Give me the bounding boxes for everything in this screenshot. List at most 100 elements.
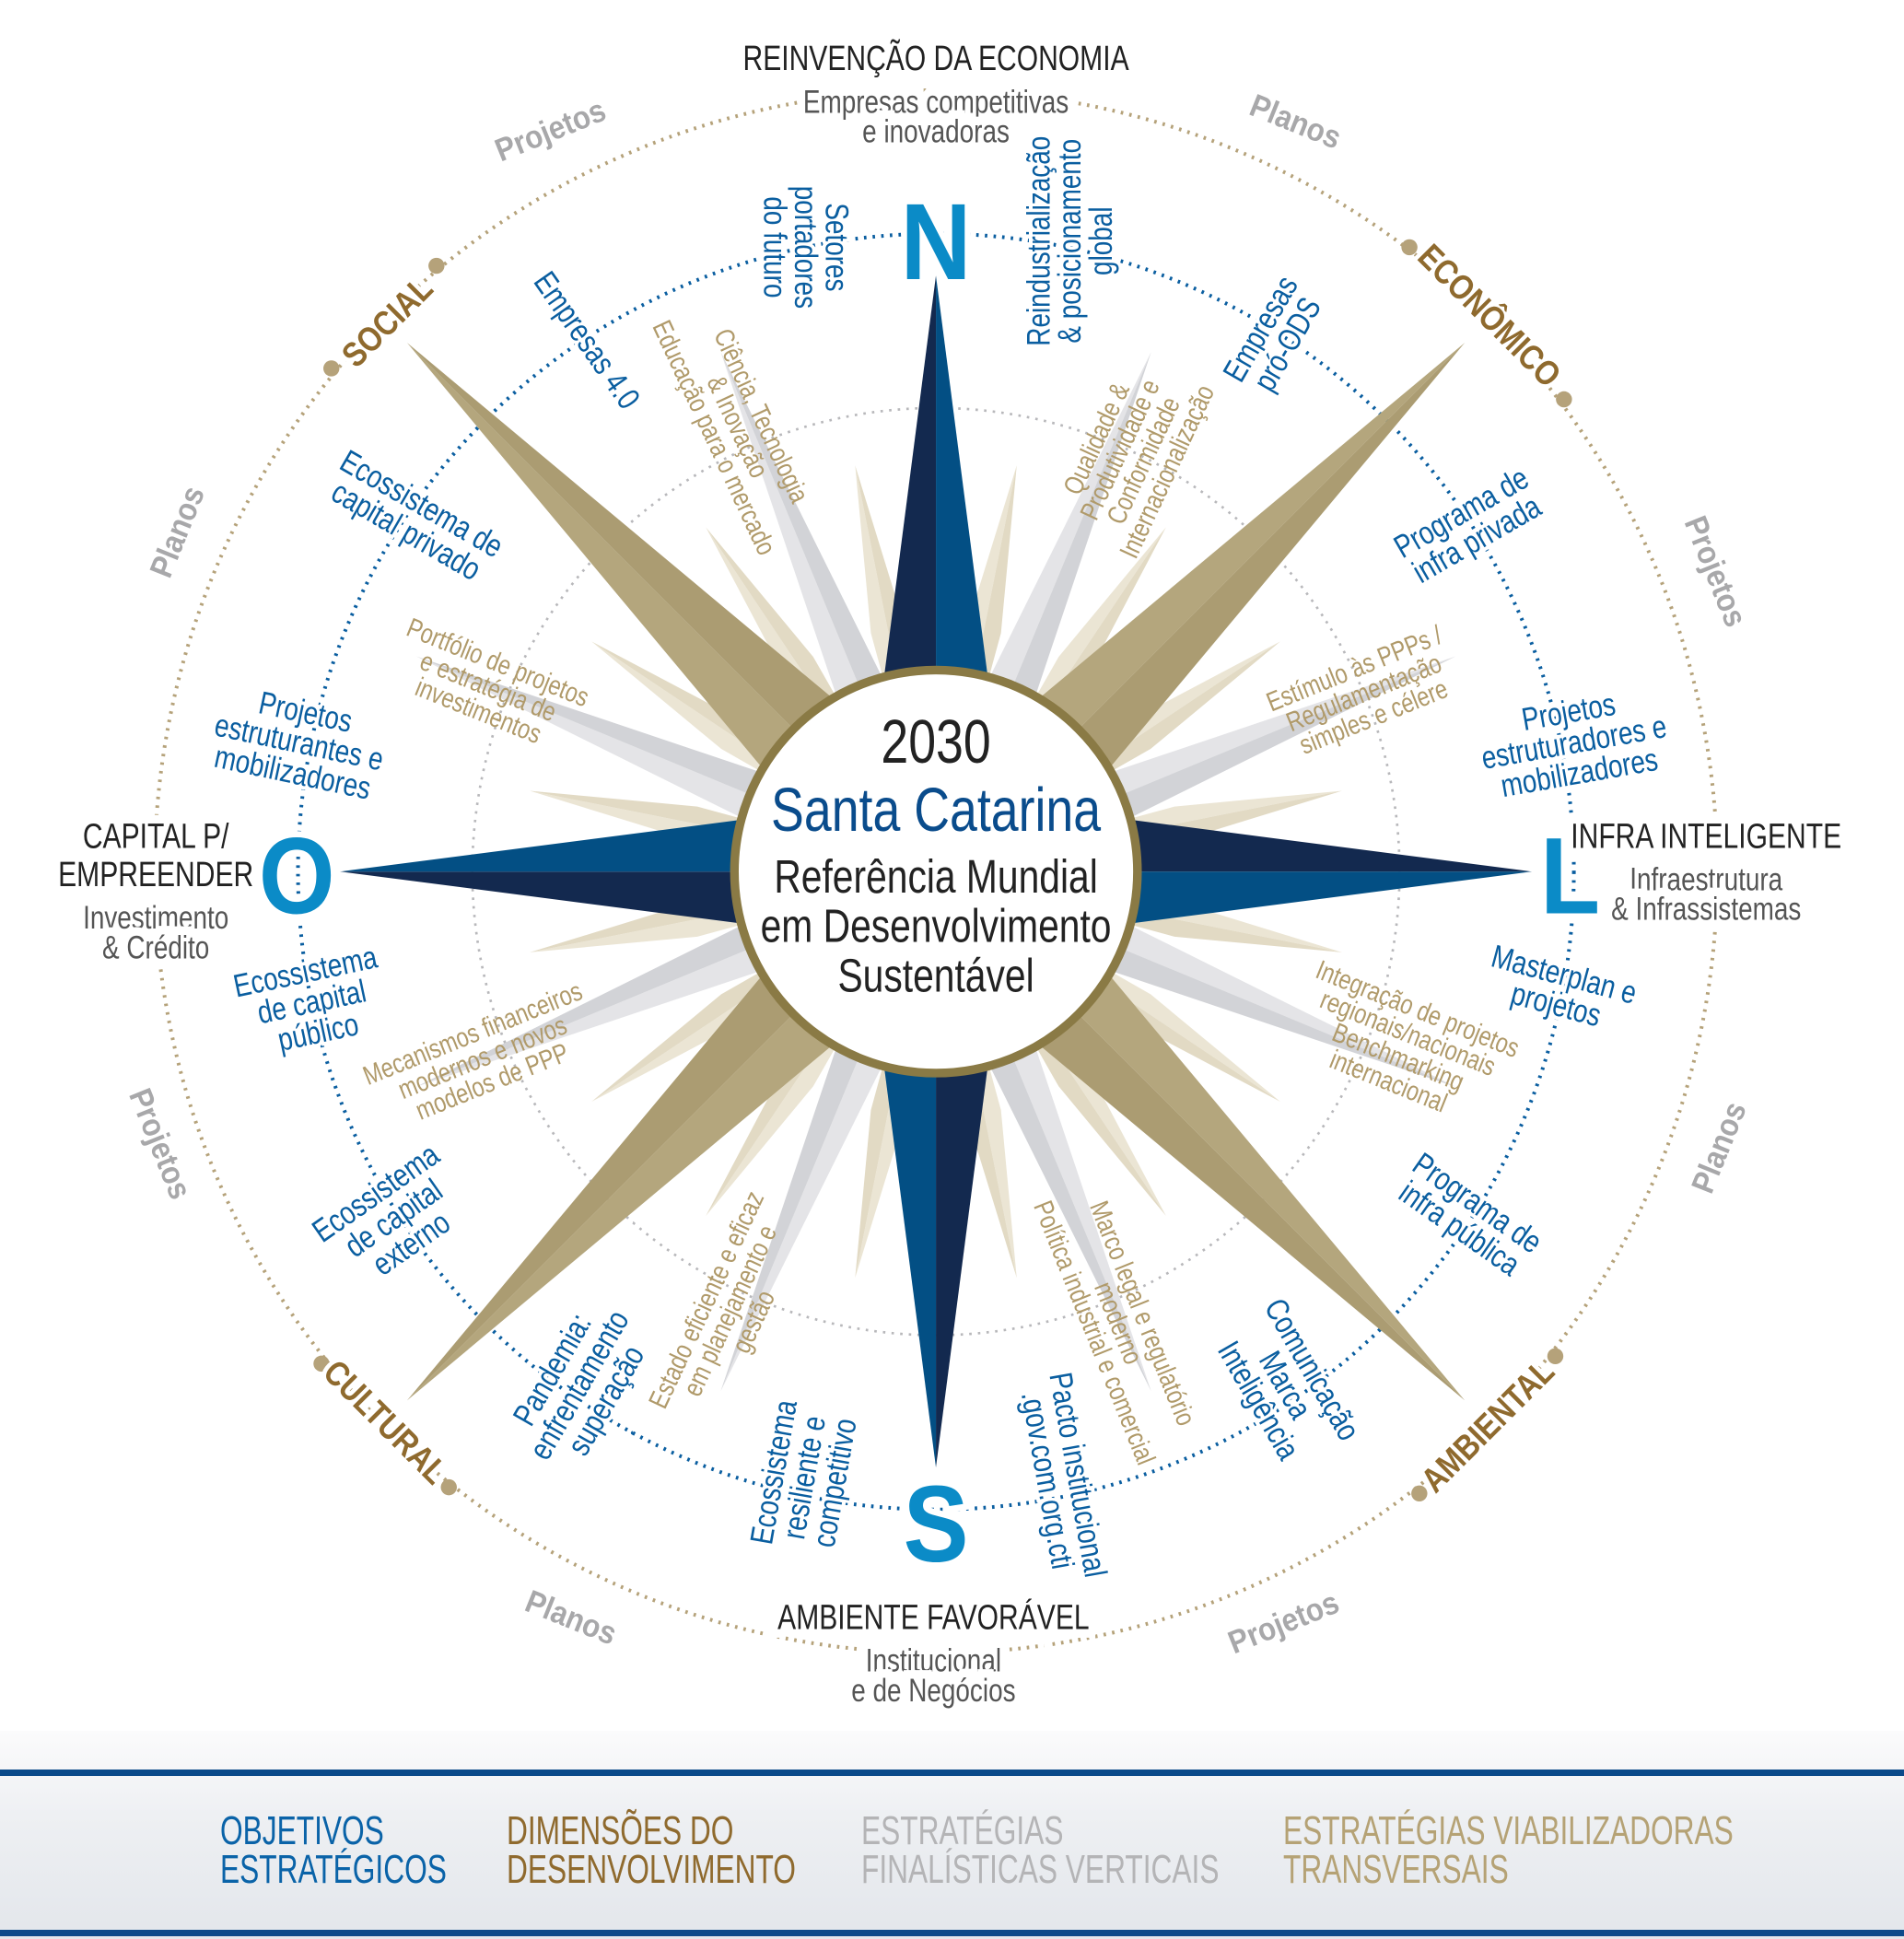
objective-label: Projetosestruturantes emobilizadores <box>205 676 393 810</box>
text-line: S <box>904 1463 969 1584</box>
objective-label-text: Empresaspró-ODS <box>1215 269 1331 403</box>
gray-point-right <box>720 352 937 872</box>
axis-north-subtitle-text: Empresas competitivas e inovadoras <box>803 83 1069 149</box>
objective-label-text: Programa deinfra privada <box>1387 459 1549 591</box>
objective-label: Programa deinfra pública <box>1388 1142 1552 1287</box>
text-line: Reindustrialização <box>1021 136 1057 346</box>
ring-label-planos: Planos <box>139 476 217 587</box>
ring-label-planos-text: Planos <box>144 482 213 583</box>
text-line: Setores <box>819 203 856 291</box>
minor-point-right <box>706 871 937 1217</box>
center-disc: 2030 Santa Catarina Referência Mundial e… <box>730 665 1142 1078</box>
cardinal-O: O <box>252 809 340 942</box>
cardinal-N-text: N <box>901 181 972 302</box>
objective-label: Programa deinfra privada <box>1384 456 1550 593</box>
text-line: Projetos <box>122 1083 198 1204</box>
text-line: Planos <box>520 1583 622 1653</box>
objective-label: Masterplan eprojetos <box>1485 934 1644 1037</box>
legend-line: ESTRATÉGICOS <box>220 1847 447 1892</box>
objective-label-text: Ecossistemade capitalpúblico <box>230 938 393 1064</box>
objective-label: Ecossistema decapital privado <box>319 438 513 591</box>
ring-label-projetos: Projetos <box>485 88 615 173</box>
ring-dot <box>440 1478 457 1496</box>
objective-label-text: Ecossistemaresiliente ecompetitivo <box>742 1396 865 1558</box>
ring-label-projetos: Projetos <box>117 1079 203 1209</box>
objective-label-text: Pacto institucional.gov.com.org.cti <box>1012 1370 1115 1585</box>
ring-dot <box>323 360 340 377</box>
legend-dimensoes: DIMENSÕES DO DESENVOLVIMENTO <box>507 1808 796 1892</box>
ring-label-planos-text: Planos <box>1244 88 1346 157</box>
footer-bottom-line <box>0 1930 1904 1936</box>
objective-label: Empresaspró-ODS <box>1212 266 1332 403</box>
text-line: Infraestrutura <box>1629 860 1782 897</box>
ring-dot <box>428 257 445 274</box>
outer-ring <box>152 88 1720 1655</box>
legend-estrategias-viabilizadoras: ESTRATÉGIAS VIABILIZADORAS TRANSVERSAIS <box>1283 1808 1734 1890</box>
minor-point-right <box>591 641 937 872</box>
text-line: N <box>901 181 972 302</box>
text-line: O <box>259 814 335 936</box>
objective-label-text: Setoresportadoresdo futuro <box>757 186 856 309</box>
text-line: Empresas 4.0 <box>527 264 648 415</box>
objective-label: Ecossistemaresiliente ecompetitivo <box>740 1394 867 1558</box>
text-line: Planos <box>1244 88 1346 157</box>
objective-label-text: Programa deinfra pública <box>1388 1145 1548 1286</box>
objective-label-text: Projetosestruturantes emobilizadores <box>205 676 393 808</box>
text-line: e inovadoras <box>862 112 1010 149</box>
text-line: & Crédito <box>102 929 209 965</box>
center-line-1: Referência Mundial <box>774 850 1097 903</box>
objective-label: Reindustrialização& posicionamentoglobal <box>1017 133 1122 349</box>
ring-dot <box>1411 1485 1428 1502</box>
text-line: global <box>1082 206 1119 274</box>
legend-footer: OBJETIVOS ESTRATÉGICOS DIMENSÕES DO DESE… <box>0 1731 1904 1939</box>
axis-west-subtitle: Investimento & Crédito <box>76 892 237 974</box>
text-line: Planos <box>144 482 213 583</box>
objective-label: Ecossistemade capitalexterno <box>302 1132 460 1286</box>
objective-label-text: ComunicaçãoMarcaInteligência <box>1204 1292 1368 1478</box>
objective-label: Pacto institucional.gov.com.org.cti <box>1011 1366 1118 1585</box>
axis-north-title: REINVENÇÃO DA ECONOMIA <box>735 32 1137 87</box>
objective-label-text: Ecossistema decapital privado <box>319 442 509 591</box>
compass-points <box>340 275 1532 1468</box>
legend-line: DIMENSÕES DO <box>507 1808 734 1853</box>
gray-point-right <box>936 656 1456 872</box>
legend-line: ESTRATÉGIAS VIABILIZADORAS <box>1283 1808 1734 1853</box>
text-line: Projetos <box>490 92 611 169</box>
axis-north-subtitle: Empresas competitivas e inovadoras <box>795 76 1076 158</box>
ring-dot <box>1547 1348 1564 1365</box>
legend-objetivos: OBJETIVOS ESTRATÉGICOS <box>220 1811 447 1892</box>
legend-line: DESENVOLVIMENTO <box>507 1847 796 1892</box>
ring-dot <box>313 1355 330 1372</box>
strategy-label: Mecanismos financeirosmodernos e novosmo… <box>358 975 605 1139</box>
text-line: & Infrassistemas <box>1611 891 1801 928</box>
text-line: Projetos <box>1223 1584 1344 1661</box>
center-region: Santa Catarina <box>771 775 1101 844</box>
objectives-ring <box>296 231 1576 1512</box>
ring-label-planos: Planos <box>1680 1092 1758 1203</box>
strategy-label-text: Integração de projetosregionais/nacionai… <box>1282 954 1524 1136</box>
text-line: EMPREENDER <box>58 856 253 894</box>
objective-label-text: Empresas 4.0 <box>527 264 648 415</box>
gold-point-right <box>406 871 937 1401</box>
ring-label-projetos: Projetos <box>1672 507 1758 637</box>
text-line: CAPITAL P/ <box>83 817 229 856</box>
text-line: Institucional <box>866 1642 1001 1679</box>
axis-east-subtitle: Infraestrutura & Infrassistemas <box>1604 853 1809 935</box>
objective-label: Empresas 4.0 <box>523 262 650 419</box>
cardinal-L-text: L <box>1540 814 1600 936</box>
cardinal-N: N <box>894 174 976 308</box>
text-line: Projetos <box>1676 511 1753 632</box>
text-line: REINVENÇÃO DA ECONOMIA <box>742 40 1128 78</box>
text-line: do futuro <box>757 196 794 298</box>
axis-east-title: INFRA INTELIGENTE <box>1563 810 1850 864</box>
strategy-label: Portfólio de projetose estratégia deinve… <box>403 612 593 749</box>
legend-estrategias-finalisticas: ESTRATÉGIAS FINALÍSTICAS VERTICAIS <box>861 1811 1219 1890</box>
ring-label-projetos-text: Projetos <box>490 92 611 169</box>
compass-rose-diagram: 2030 Santa Catarina Referência Mundial e… <box>58 32 1850 1709</box>
ring-dot <box>1401 239 1418 256</box>
text-line: L <box>1540 814 1600 936</box>
text-line: portadores <box>788 186 824 309</box>
objective-label: ComunicaçãoMarcaInteligência <box>1204 1289 1372 1478</box>
axis-east-title-text: INFRA INTELIGENTE <box>1571 817 1841 856</box>
strategy-label-text: Mecanismos financeirosmodernos e novosmo… <box>358 975 605 1139</box>
